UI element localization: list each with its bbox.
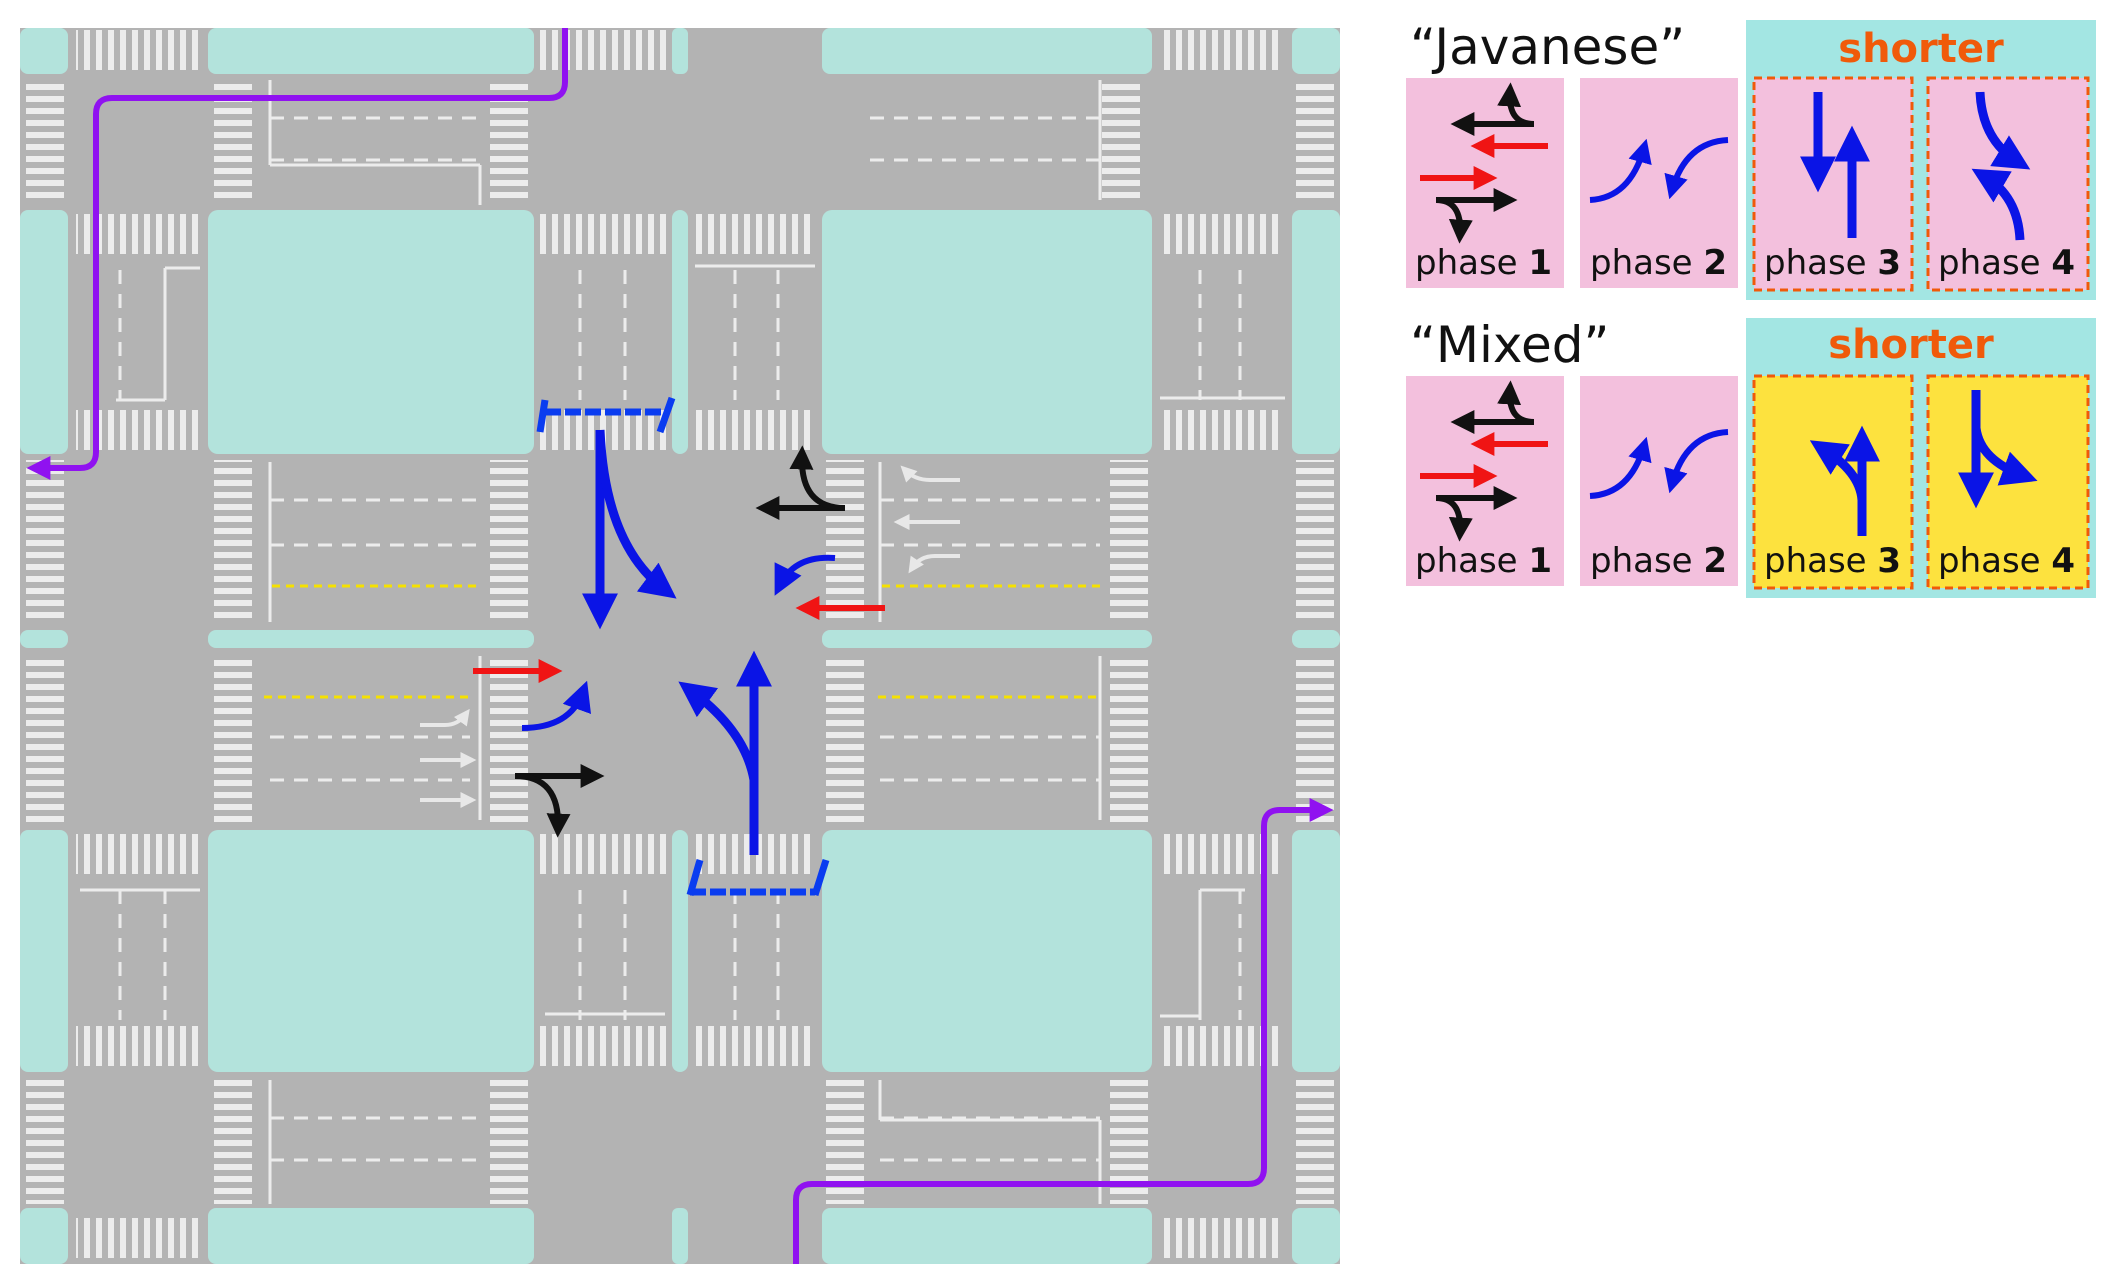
city-blocks: [20, 28, 1340, 1264]
phase-2-box: [1580, 376, 1738, 586]
shorter-label: shorter: [1838, 26, 2004, 72]
phase-label: phase 1: [1415, 541, 1552, 581]
phase-4-box: [1926, 374, 2090, 590]
phase-label: phase 2: [1590, 243, 1727, 283]
lane-markings: [80, 80, 1285, 1204]
phase-label: phase 3: [1764, 243, 1901, 283]
phase-label: phase 4: [1938, 541, 2075, 581]
scheme-title: “Mixed”: [1410, 316, 1609, 374]
phase-1-box: [1406, 78, 1564, 288]
phase-4-box: [1926, 76, 2090, 292]
shorter-label: shorter: [1828, 322, 1994, 368]
scheme-mixed: “Mixed” shorter phase 1 phase 2 phase 3 …: [1406, 316, 2096, 598]
movement-arrows: [473, 429, 885, 855]
eastbound-left-arrow: [521, 680, 591, 731]
phase-2-box: [1580, 78, 1738, 288]
shorter-band: [1746, 20, 2096, 300]
shorter-band: [1746, 318, 2096, 598]
phase-label: phase 4: [1938, 243, 2075, 283]
route-paths: [26, 28, 1334, 1264]
phase-1-box: [1406, 376, 1564, 586]
phase-label: phase 2: [1590, 541, 1727, 581]
lane-arrows: [420, 465, 960, 808]
detector-bars: [536, 396, 830, 897]
southbound-left-arrow: [595, 429, 677, 599]
phase-3-box: [1752, 76, 1914, 292]
northbound-left-arrow: [678, 681, 759, 855]
phase-label: phase 3: [1764, 541, 1901, 581]
eastbound-black-right-arrow: [514, 773, 571, 838]
scheme-title: “Javanese”: [1410, 18, 1685, 76]
center-lines: [264, 584, 1100, 699]
phase-label: phase 1: [1415, 243, 1552, 283]
westbound-black-right-arrow: [789, 445, 846, 511]
crosswalks: [26, 30, 1334, 1258]
phase-3-box: [1752, 374, 1914, 590]
westbound-left-arrow: [774, 554, 836, 596]
scheme-javanese: “Javanese” shorter phase 1 phase 2 phase…: [1406, 18, 2096, 300]
intersection-map: [20, 28, 1340, 1264]
